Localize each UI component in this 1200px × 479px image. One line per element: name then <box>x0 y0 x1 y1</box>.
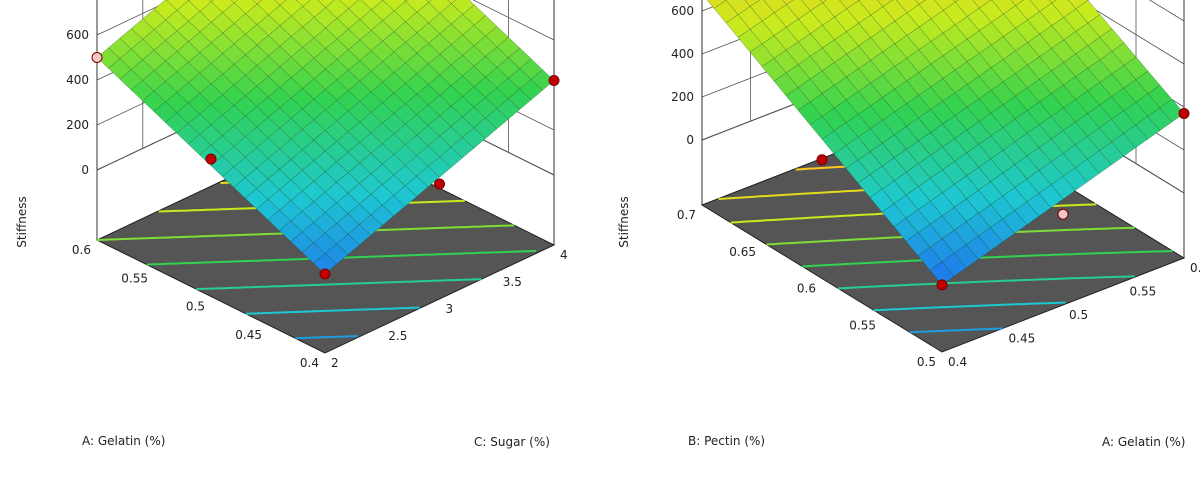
surface-plot-stiffness-pectin-gelatin: 020040060080010000.50.550.60.650.70.40.4… <box>617 0 1200 449</box>
left-axis-label: A: Gelatin (%) <box>82 434 165 448</box>
right-axis-tick-label: 0.55 <box>1130 285 1157 299</box>
right-axis-tick-label: 2 <box>331 356 339 370</box>
z-tick-label: 600 <box>66 28 89 42</box>
left-axis-label: B: Pectin (%) <box>688 434 765 448</box>
z-tick-label: 200 <box>66 118 89 132</box>
right-axis-tick-label: 0.6 <box>1190 261 1200 275</box>
left-axis-tick-label: 0.6 <box>72 243 91 257</box>
design-point-7 <box>1058 209 1068 219</box>
z-tick-label: 400 <box>66 73 89 87</box>
right-axis-label: C: Sugar (%) <box>474 435 550 449</box>
right-axis-tick-label: 0.45 <box>1009 332 1036 346</box>
left-axis-tick-label: 0.55 <box>849 318 876 332</box>
left-axis-tick-label: 0.5 <box>186 300 205 314</box>
right-axis-tick-label: 3 <box>446 302 454 316</box>
left-axis-tick-label: 0.65 <box>729 245 756 259</box>
left-axis-tick-label: 0.45 <box>235 328 262 342</box>
z-axis-label: Stiffness <box>15 196 29 247</box>
z-tick-label: 200 <box>671 90 694 104</box>
design-point-4 <box>435 179 445 189</box>
left-axis-tick-label: 0.5 <box>917 355 936 369</box>
z-tick-label: 600 <box>671 4 694 18</box>
z-tick-label: 0 <box>686 133 694 147</box>
right-axis-tick-label: 3.5 <box>503 275 522 289</box>
left-axis-tick-label: 0.4 <box>300 356 319 370</box>
right-axis-tick-label: 4 <box>560 248 568 262</box>
design-point-5 <box>549 76 559 86</box>
z-axis-label: Stiffness <box>617 196 631 247</box>
z-tick-label: 400 <box>671 47 694 61</box>
design-point-2 <box>206 154 216 164</box>
design-point-2 <box>1179 109 1189 119</box>
design-point-4 <box>817 155 827 165</box>
design-point-3 <box>320 269 330 279</box>
left-axis-tick-label: 0.7 <box>677 208 696 222</box>
right-axis-tick-label: 0.4 <box>948 355 967 369</box>
right-axis-label: A: Gelatin (%) <box>1102 435 1185 449</box>
z-tick-label: 0 <box>81 163 89 177</box>
right-axis-tick-label: 0.5 <box>1069 308 1088 322</box>
left-axis-tick-label: 0.55 <box>121 271 148 285</box>
surface-plot-stiffness-gelatin-sugar: 020040060080010000.40.450.50.550.622.533… <box>15 0 568 449</box>
design-point-1 <box>92 53 102 63</box>
design-point-3 <box>937 280 947 290</box>
left-axis-tick-label: 0.6 <box>797 282 816 296</box>
right-axis-tick-label: 2.5 <box>388 329 407 343</box>
